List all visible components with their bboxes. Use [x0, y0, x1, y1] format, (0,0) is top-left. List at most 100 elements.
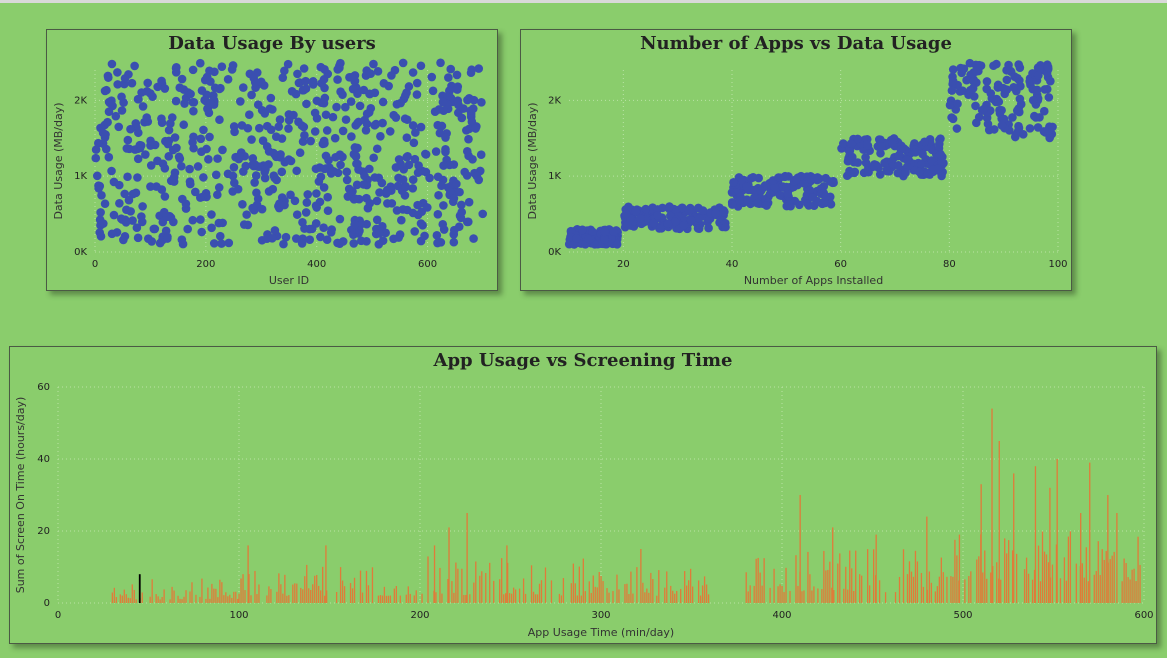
scatter-point	[132, 223, 142, 233]
scatter-point	[375, 229, 384, 238]
bar	[769, 587, 771, 603]
bar	[1049, 487, 1051, 603]
scatter-point	[102, 85, 111, 95]
scatter-point	[122, 205, 131, 215]
scatter-point	[177, 74, 187, 84]
scatter-point	[408, 68, 418, 77]
bar	[155, 594, 157, 603]
scatter-point	[138, 102, 148, 111]
scatter-point	[446, 93, 456, 103]
scatter-point	[319, 98, 329, 108]
scatter-point	[286, 190, 295, 200]
bar	[811, 590, 813, 603]
scatter-point	[188, 65, 198, 75]
bar	[270, 589, 272, 603]
scatter-point	[346, 97, 356, 106]
scatter-point	[353, 118, 362, 128]
bar	[463, 594, 465, 603]
scatter-point	[301, 84, 311, 93]
scatter-point	[414, 161, 423, 170]
scatter-point	[280, 66, 289, 76]
scatter-point	[412, 78, 422, 88]
scatter-point	[423, 203, 432, 212]
x-tick-label: 400	[307, 259, 326, 270]
bar	[926, 516, 928, 603]
bar	[181, 599, 183, 603]
scatter-point	[195, 58, 205, 68]
bar	[292, 584, 294, 603]
scatter-point	[245, 110, 254, 120]
bar	[1113, 551, 1115, 603]
scatter-point	[462, 217, 472, 227]
scatter-point	[174, 152, 184, 162]
scatter-point	[287, 86, 297, 96]
scatter-point	[449, 194, 459, 203]
scatter-point	[312, 203, 321, 212]
scatter-point	[810, 173, 819, 183]
scatter-point	[441, 144, 450, 154]
scatter-point	[396, 159, 405, 169]
bar	[215, 588, 217, 603]
scatter-point	[319, 183, 329, 192]
scatter-point	[1042, 84, 1052, 94]
bar	[169, 599, 171, 603]
y-tick-label: 2K	[548, 95, 561, 106]
bar	[306, 564, 308, 603]
bar	[177, 595, 179, 603]
scatter-point	[266, 93, 276, 103]
chart-card-apps-vs-data-usage[interactable]: Number of Apps vs Data Usage 0K 1K 2K 20 40 6…	[520, 29, 1072, 291]
scatter-point	[252, 188, 261, 198]
scatter-point	[100, 199, 110, 209]
scatter-point	[142, 113, 152, 122]
scatter-point	[457, 200, 466, 210]
scatter-point	[433, 238, 442, 248]
bar	[795, 555, 797, 603]
bar	[393, 588, 395, 603]
y-tick-label: 1K	[74, 171, 87, 182]
scatter-point	[459, 104, 468, 113]
bar	[219, 579, 221, 603]
bar	[1081, 563, 1083, 603]
bar	[427, 556, 429, 603]
bar	[1129, 579, 1131, 603]
scatter-point	[853, 134, 862, 144]
bar	[584, 591, 586, 603]
bar	[235, 591, 237, 603]
chart-card-data-usage-by-users[interactable]: Data Usage By users 0K 1K 2K 0 200 400 600 User…	[46, 29, 498, 291]
bar	[996, 562, 998, 603]
scatter-point	[416, 122, 426, 132]
x-axis-label: App Usage Time (min/day)	[528, 626, 674, 639]
bar	[674, 593, 676, 603]
bar	[594, 586, 596, 603]
bar	[626, 583, 628, 603]
x-tick-label: 100	[229, 610, 248, 621]
scatter-point	[243, 123, 253, 133]
bar	[161, 597, 163, 603]
scatter-point	[862, 140, 872, 150]
scatter-point	[434, 190, 443, 200]
scatter-point	[1010, 72, 1019, 82]
chart-card-app-usage-vs-screen-time[interactable]: App Usage vs Screening Time 0 20 40 60 0 100 2…	[9, 346, 1157, 644]
bar	[367, 585, 370, 603]
bar	[699, 595, 702, 603]
scatter-point	[1044, 93, 1054, 102]
bar	[630, 571, 632, 603]
y-tick-label: 20	[37, 526, 50, 537]
bar	[1131, 569, 1133, 603]
scatter-point	[409, 138, 419, 148]
scatter-point	[775, 190, 785, 200]
bar	[514, 589, 517, 603]
scatter-point	[107, 96, 116, 106]
scatter-point	[94, 138, 103, 148]
bar	[920, 572, 923, 603]
bar	[576, 595, 578, 603]
scatter-point	[971, 67, 980, 77]
bar	[461, 568, 463, 603]
bar	[300, 587, 302, 603]
scatter-point	[230, 178, 239, 188]
scatter-point	[133, 173, 142, 182]
bar	[157, 596, 159, 603]
bar	[701, 585, 704, 603]
bar	[813, 586, 815, 603]
bar	[1103, 559, 1105, 603]
